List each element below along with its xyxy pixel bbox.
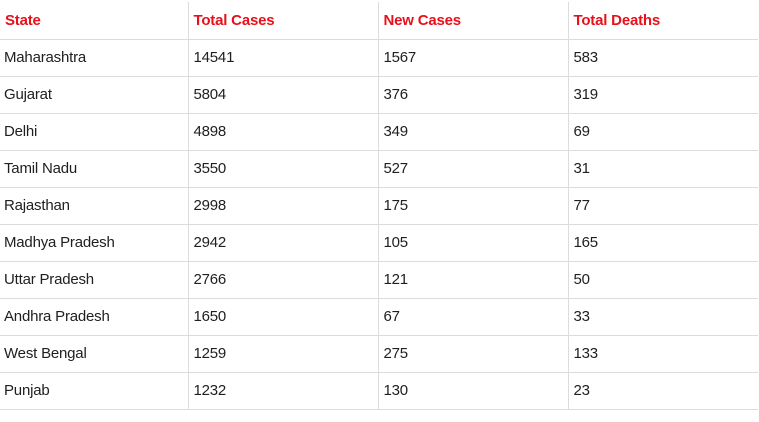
total-cases-cell: 5804 <box>187 76 378 114</box>
total-deaths-cell: 23 <box>567 372 758 410</box>
state-cell: Rajasthan <box>0 187 188 225</box>
new-cases-cell: 130 <box>377 372 568 410</box>
new-cases-cell: 275 <box>377 335 568 373</box>
state-cell: Gujarat <box>0 76 188 114</box>
new-cases-cell: 1567 <box>377 39 568 77</box>
state-cell: Delhi <box>0 113 188 151</box>
total-cases-cell: 2766 <box>187 261 378 299</box>
table-body: Maharashtra 14541 1567 583 Gujarat 5804 … <box>0 39 758 410</box>
state-cell: Uttar Pradesh <box>0 261 188 299</box>
column-header-total-cases: Total Cases <box>187 2 378 40</box>
total-cases-cell: 2998 <box>187 187 378 225</box>
new-cases-cell: 67 <box>377 298 568 336</box>
table-row: Delhi 4898 349 69 <box>0 113 758 151</box>
table-row: Uttar Pradesh 2766 121 50 <box>0 261 758 299</box>
total-deaths-cell: 165 <box>567 224 758 262</box>
total-deaths-cell: 319 <box>567 76 758 114</box>
header-row: State Total Cases New Cases Total Deaths <box>0 2 758 40</box>
column-header-total-deaths: Total Deaths <box>567 2 758 40</box>
column-header-new-cases: New Cases <box>377 2 568 40</box>
state-cell: Maharashtra <box>0 39 188 77</box>
table-row: Punjab 1232 130 23 <box>0 372 758 410</box>
new-cases-cell: 376 <box>377 76 568 114</box>
table-row: Tamil Nadu 3550 527 31 <box>0 150 758 188</box>
state-cell: Madhya Pradesh <box>0 224 188 262</box>
table-row: West Bengal 1259 275 133 <box>0 335 758 373</box>
total-deaths-cell: 50 <box>567 261 758 299</box>
table-row: Maharashtra 14541 1567 583 <box>0 39 758 77</box>
table-row: Andhra Pradesh 1650 67 33 <box>0 298 758 336</box>
total-deaths-cell: 77 <box>567 187 758 225</box>
new-cases-cell: 175 <box>377 187 568 225</box>
state-cell: West Bengal <box>0 335 188 373</box>
state-cases-table: State Total Cases New Cases Total Deaths… <box>0 2 758 410</box>
total-cases-cell: 1259 <box>187 335 378 373</box>
total-deaths-cell: 69 <box>567 113 758 151</box>
new-cases-cell: 527 <box>377 150 568 188</box>
table-row: Rajasthan 2998 175 77 <box>0 187 758 225</box>
table-row: Madhya Pradesh 2942 105 165 <box>0 224 758 262</box>
total-cases-cell: 1650 <box>187 298 378 336</box>
state-cell: Punjab <box>0 372 188 410</box>
total-deaths-cell: 583 <box>567 39 758 77</box>
total-cases-cell: 3550 <box>187 150 378 188</box>
total-deaths-cell: 133 <box>567 335 758 373</box>
new-cases-cell: 105 <box>377 224 568 262</box>
total-cases-cell: 1232 <box>187 372 378 410</box>
column-header-state: State <box>0 2 188 40</box>
table-row: Gujarat 5804 376 319 <box>0 76 758 114</box>
new-cases-cell: 121 <box>377 261 568 299</box>
state-cell: Andhra Pradesh <box>0 298 188 336</box>
total-cases-cell: 2942 <box>187 224 378 262</box>
total-cases-cell: 4898 <box>187 113 378 151</box>
new-cases-cell: 349 <box>377 113 568 151</box>
total-cases-cell: 14541 <box>187 39 378 77</box>
total-deaths-cell: 33 <box>567 298 758 336</box>
table-header: State Total Cases New Cases Total Deaths <box>0 2 758 40</box>
state-cell: Tamil Nadu <box>0 150 188 188</box>
total-deaths-cell: 31 <box>567 150 758 188</box>
